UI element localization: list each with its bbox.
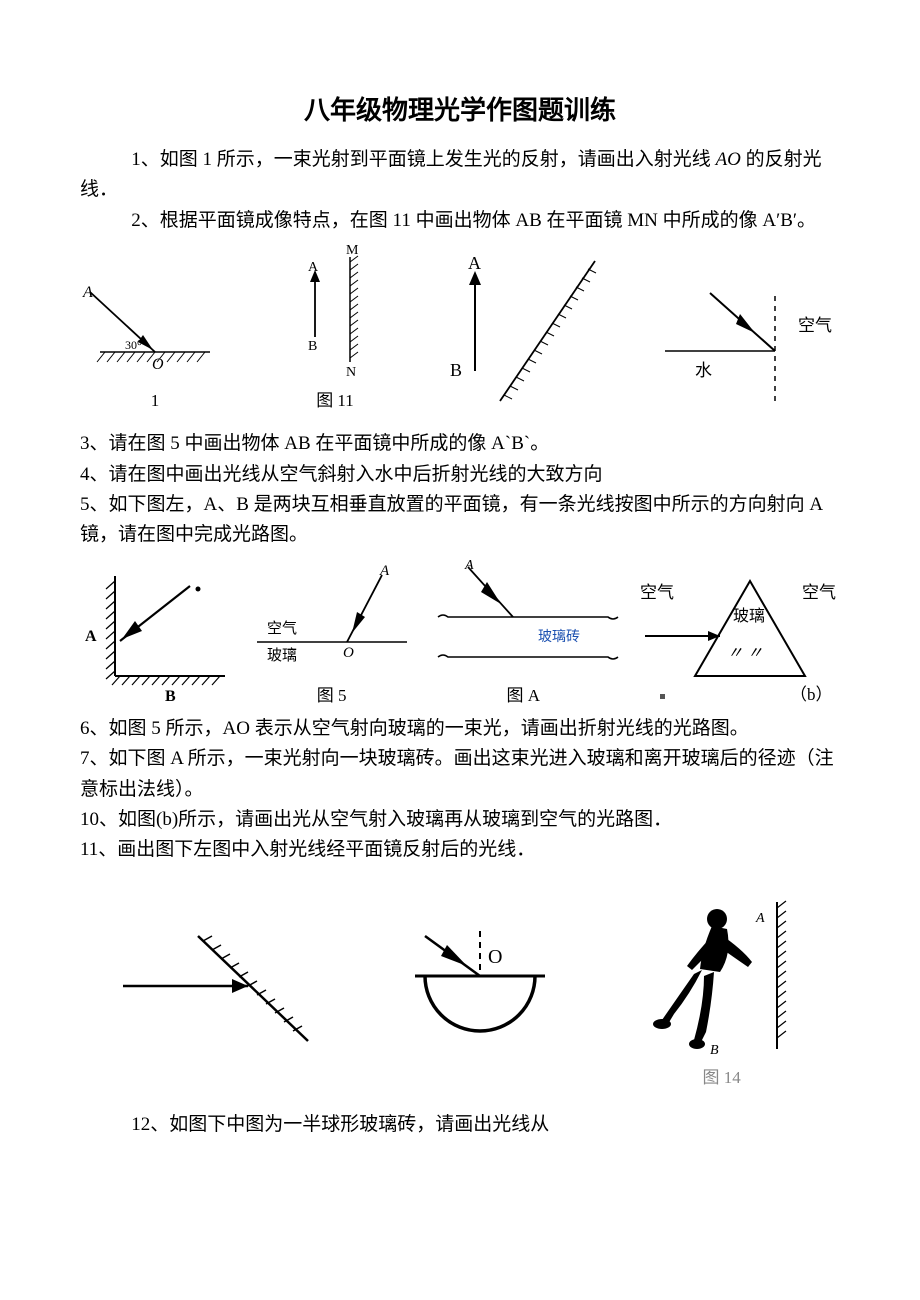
fig5-svg: A O 空气 玻璃 — [247, 557, 417, 677]
fig5-A: A — [379, 563, 390, 579]
fig-perp-mirrors: A B — [80, 561, 240, 706]
fig-air-water-svg: 空气 水 — [660, 281, 840, 411]
figb-svg: 空气 空气 玻璃 〃 〃 （b） — [630, 566, 840, 706]
fig5-glass: 玻璃 — [267, 647, 297, 664]
q3: 3、请在图 5 中画出物体 AB 在平面镜中所成的像 A`B`。 — [80, 429, 840, 459]
fig1-angle: 30⁰ — [125, 338, 142, 352]
fig1-svg: A 30⁰ O — [80, 277, 230, 387]
q2: 2、根据平面镜成像特点，在图 11 中画出物体 AB 在平面镜 MN 中所成的像… — [80, 206, 840, 236]
figure-row-2: A B A O 空气 玻璃 图 5 A — [80, 557, 840, 706]
figb-air1: 空气 — [640, 583, 674, 602]
fig11-svg: A B M N — [280, 242, 390, 382]
fig11: A B M N 图 11 — [280, 242, 390, 411]
figd-B: B — [450, 360, 462, 380]
fig-diag-svg — [108, 921, 328, 1061]
fig1-O: O — [152, 356, 164, 373]
figure-row-1: A 30⁰ O 1 A B — [80, 242, 840, 411]
doc-title: 八年级物理光学作图题训练 — [80, 90, 840, 127]
figd-A: A — [468, 253, 481, 273]
fig1-label: 1 — [151, 391, 160, 411]
fig-person: A B 图 14 — [632, 894, 812, 1088]
fig5-O: O — [343, 645, 354, 661]
fig5-air: 空气 — [267, 620, 297, 637]
fig5-label: 图 5 — [317, 681, 347, 706]
fig1-A: A — [82, 284, 93, 301]
fig11-B: B — [308, 339, 317, 354]
figA-label: 图 A — [507, 681, 541, 706]
fig-diag — [108, 921, 328, 1061]
q11: 11、画出图下左图中入射光线经平面镜反射后的光线． — [80, 835, 840, 865]
figb-air2: 空气 — [802, 583, 836, 602]
fig5: A O 空气 玻璃 图 5 — [247, 557, 417, 706]
fig-hemisphere: O — [385, 921, 575, 1061]
q10: 10、如图(b)所示，请画出光从空气射入玻璃再从玻璃到空气的光路图． — [80, 805, 840, 835]
svg-text:〃 〃: 〃 〃 — [727, 645, 763, 662]
fig-perp-svg: A B — [80, 561, 240, 706]
aw-air: 空气 — [798, 316, 832, 335]
q5: 5、如下图左，A、B 是两块互相垂直放置的平面镜，有一条光线按图中所示的方向射向… — [80, 490, 840, 551]
person-A: A — [755, 911, 765, 926]
q7: 7、如下图 A 所示，一束光射向一块玻璃砖。画出这束光进入玻璃和离开玻璃后的径迹… — [80, 744, 840, 805]
hemi-O: O — [488, 946, 502, 968]
page: 八年级物理光学作图题训练 1、如图 1 所示，一束光射到平面镜上发生光的反射，请… — [0, 0, 920, 1180]
person-B: B — [710, 1043, 719, 1058]
fig1: A 30⁰ O 1 — [80, 277, 230, 411]
q1: 1、如图 1 所示，一束光射到平面镜上发生光的反射，请画出入射光线 AO 的反射… — [80, 145, 840, 206]
figA-svg: A 玻璃砖 — [423, 557, 623, 677]
fig-ab-diag: A B — [440, 251, 610, 411]
fig11-A: A — [308, 260, 319, 275]
figb-glass: 玻璃 — [733, 607, 765, 625]
perp-B: B — [165, 688, 176, 705]
q12: 12、如图下中图为一半球形玻璃砖，请画出光线从 — [80, 1110, 840, 1140]
q4: 4、请在图中画出光线从空气斜射入水中后折射光线的大致方向 — [80, 460, 840, 490]
figb: 空气 空气 玻璃 〃 〃 （b） — [630, 566, 840, 706]
aw-water: 水 — [695, 361, 712, 380]
figA-brick: 玻璃砖 — [538, 628, 580, 645]
fig11-N: N — [346, 365, 356, 380]
figA: A 玻璃砖 图 A — [423, 557, 623, 706]
fig-air-water: 空气 水 — [660, 281, 840, 411]
perp-A: A — [85, 628, 97, 645]
fig11-label: 图 11 — [316, 386, 354, 411]
figure-row-3: O — [80, 894, 840, 1088]
q1-ao: AO — [716, 149, 741, 170]
fig-ab-diag-svg: A B — [440, 251, 610, 411]
figA-A: A — [464, 558, 474, 573]
q6: 6、如图 5 所示，AO 表示从空气射向玻璃的一束光，请画出折射光线的光路图。 — [80, 714, 840, 744]
fig-hemi-svg: O — [385, 921, 575, 1061]
fig-person-svg: A B — [632, 894, 812, 1059]
fig14-label: 图 14 — [703, 1063, 741, 1088]
fig11-M: M — [346, 243, 359, 258]
figb-label: （b） — [790, 685, 833, 704]
q1-text-a: 1、如图 1 所示，一束光射到平面镜上发生光的反射，请画出入射光线 — [131, 149, 715, 170]
